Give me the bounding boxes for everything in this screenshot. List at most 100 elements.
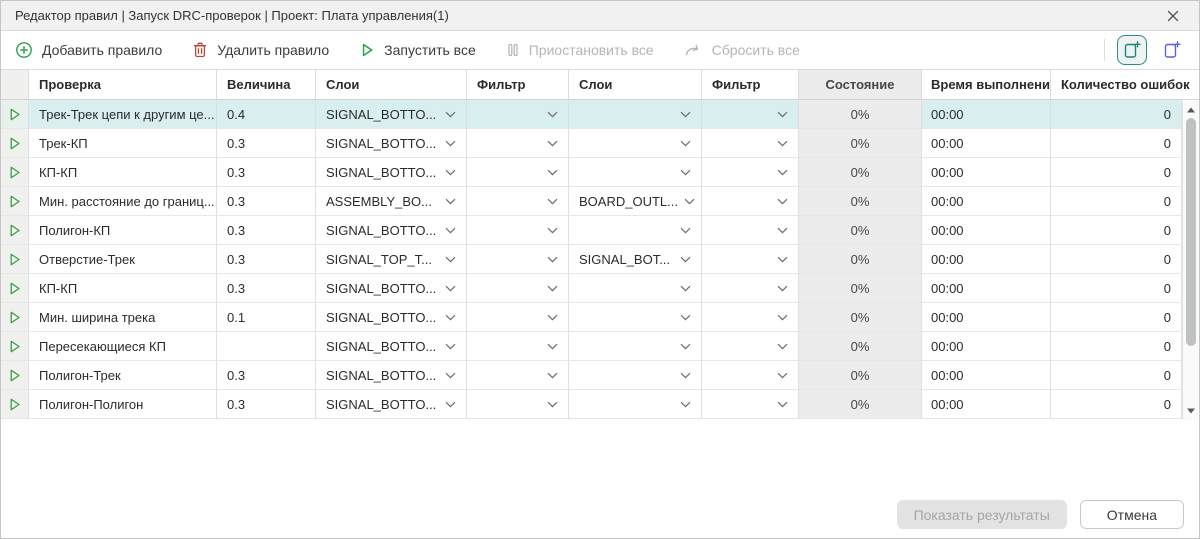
filter-dropdown-1[interactable] [467,332,569,361]
layers-dropdown-2[interactable] [569,158,702,187]
table-row[interactable]: Мин. расстояние до границ... 0.3 ASSEMBL… [1,187,1199,216]
layers-dropdown-1[interactable]: SIGNAL_TOP_T... [316,245,467,274]
pause-all-button[interactable]: Приостановить все [506,42,654,58]
run-rule-button[interactable] [1,187,29,216]
value-cell[interactable]: 0.3 [217,361,316,390]
layers-dropdown-1[interactable]: SIGNAL_BOTTO... [316,274,467,303]
document-plus-icon [1164,41,1181,58]
value-cell[interactable]: 0.3 [217,245,316,274]
header-check: Проверка [29,70,217,99]
layers-dropdown-2[interactable]: BOARD_OUTL... [569,187,702,216]
layers-dropdown-2[interactable] [569,100,702,129]
filter-dropdown-1[interactable] [467,274,569,303]
filter-dropdown-2[interactable] [702,245,799,274]
layers-dropdown-2[interactable] [569,390,702,419]
filter-dropdown-1[interactable] [467,361,569,390]
run-rule-button[interactable] [1,361,29,390]
layers-dropdown-1[interactable]: SIGNAL_BOTTO... [316,332,467,361]
progress-cell: 0% [799,158,922,187]
filter-dropdown-2[interactable] [702,100,799,129]
value-cell[interactable]: 0.4 [217,100,316,129]
filter-dropdown-2[interactable] [702,216,799,245]
close-button[interactable] [1161,4,1185,28]
filter-dropdown-1[interactable] [467,158,569,187]
value-cell[interactable]: 0.3 [217,390,316,419]
filter-dropdown-1[interactable] [467,303,569,332]
reset-all-label: Сбросить все [711,42,800,58]
table-row[interactable]: Трек-Трек цепи к другим це... 0.4 SIGNAL… [1,100,1199,129]
table-row[interactable]: Полигон-Полигон 0.3 SIGNAL_BOTTO... 0% 0… [1,390,1199,419]
run-all-button[interactable]: Запустить все [359,42,476,58]
layers-dropdown-2[interactable] [569,216,702,245]
filter-dropdown-2[interactable] [702,361,799,390]
filter-dropdown-1[interactable] [467,216,569,245]
value-cell[interactable]: 0.3 [217,187,316,216]
delete-rule-button[interactable]: Удалить правило [192,41,329,59]
run-rule-button[interactable] [1,332,29,361]
chevron-down-icon [777,343,788,349]
reset-all-button[interactable]: Сбросить все [684,42,800,58]
layers-dropdown-1[interactable]: ASSEMBLY_BO... [316,187,467,216]
layers-dropdown-1[interactable]: SIGNAL_BOTTO... [316,361,467,390]
table-row[interactable]: Мин. ширина трека 0.1 SIGNAL_BOTTO... 0%… [1,303,1199,332]
filter-dropdown-1[interactable] [467,100,569,129]
run-rule-button[interactable] [1,100,29,129]
value-cell[interactable]: 0.3 [217,129,316,158]
chevron-down-icon [680,401,691,407]
layers-dropdown-2[interactable] [569,303,702,332]
filter-dropdown-1[interactable] [467,129,569,158]
value-cell[interactable]: 0.3 [217,158,316,187]
filter-dropdown-1[interactable] [467,245,569,274]
run-rule-button[interactable] [1,390,29,419]
rules-view-toggle-active[interactable] [1117,35,1147,65]
layers-dropdown-2[interactable] [569,129,702,158]
layers-dropdown-1[interactable]: SIGNAL_BOTTO... [316,100,467,129]
run-rule-button[interactable] [1,216,29,245]
value-cell[interactable]: 0.1 [217,303,316,332]
table-row[interactable]: Трек-КП 0.3 SIGNAL_BOTTO... 0% 00:00 0 [1,129,1199,158]
filter-dropdown-2[interactable] [702,303,799,332]
run-rule-button[interactable] [1,274,29,303]
run-rule-button[interactable] [1,303,29,332]
show-results-button[interactable]: Показать результаты [896,500,1067,529]
filter-dropdown-2[interactable] [702,187,799,216]
table-row[interactable]: КП-КП 0.3 SIGNAL_BOTTO... 0% 00:00 0 [1,274,1199,303]
run-rule-button[interactable] [1,158,29,187]
play-icon [10,108,20,120]
value-cell[interactable] [217,332,316,361]
filter-dropdown-2[interactable] [702,332,799,361]
filter-dropdown-1[interactable] [467,390,569,419]
scrollbar-thumb[interactable] [1186,118,1196,346]
time-cell: 00:00 [922,187,1051,216]
chevron-down-icon [680,343,691,349]
filter-dropdown-2[interactable] [702,129,799,158]
table-row[interactable]: КП-КП 0.3 SIGNAL_BOTTO... 0% 00:00 0 [1,158,1199,187]
value-cell[interactable]: 0.3 [217,274,316,303]
layers-dropdown-2[interactable]: SIGNAL_BOT... [569,245,702,274]
rules-view-toggle-inactive[interactable] [1157,35,1187,65]
run-rule-button[interactable] [1,245,29,274]
filter-dropdown-2[interactable] [702,274,799,303]
filter-dropdown-2[interactable] [702,390,799,419]
cancel-button[interactable]: Отмена [1079,500,1184,529]
filter-dropdown-1[interactable] [467,187,569,216]
scroll-down-button[interactable] [1183,404,1199,418]
layers-dropdown-2[interactable] [569,361,702,390]
table-row[interactable]: Полигон-КП 0.3 SIGNAL_BOTTO... 0% 00:00 … [1,216,1199,245]
filter-dropdown-2[interactable] [702,158,799,187]
delete-rule-label: Удалить правило [217,42,330,58]
run-rule-button[interactable] [1,129,29,158]
table-row[interactable]: Отверстие-Трек 0.3 SIGNAL_TOP_T... SIGNA… [1,245,1199,274]
scroll-up-button[interactable] [1183,103,1199,117]
layers-dropdown-1[interactable]: SIGNAL_BOTTO... [316,216,467,245]
table-row[interactable]: Полигон-Трек 0.3 SIGNAL_BOTTO... 0% 00:0… [1,361,1199,390]
value-cell[interactable]: 0.3 [217,216,316,245]
layers-dropdown-1[interactable]: SIGNAL_BOTTO... [316,158,467,187]
layers-dropdown-2[interactable] [569,274,702,303]
add-rule-button[interactable]: Добавить правило [15,41,162,59]
layers-dropdown-1[interactable]: SIGNAL_BOTTO... [316,129,467,158]
layers-dropdown-2[interactable] [569,332,702,361]
layers-dropdown-1[interactable]: SIGNAL_BOTTO... [316,390,467,419]
layers-dropdown-1[interactable]: SIGNAL_BOTTO... [316,303,467,332]
table-row[interactable]: Пересекающиеся КП SIGNAL_BOTTO... 0% 00:… [1,332,1199,361]
